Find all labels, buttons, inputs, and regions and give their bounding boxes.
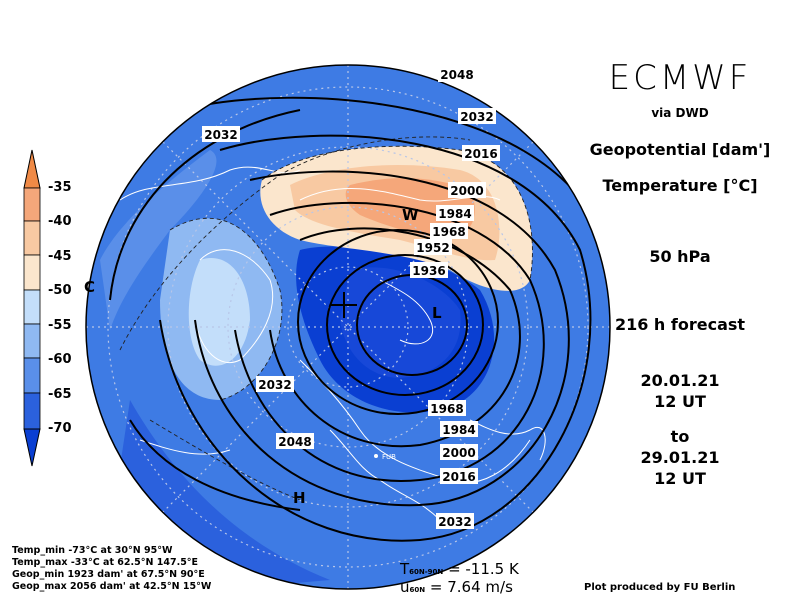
colorbar-label: -50 — [48, 283, 72, 298]
variable-1: Geopotential [dam'] — [589, 140, 771, 159]
contour-label: 2000 — [442, 446, 475, 460]
colorbar-swatch — [23, 323, 41, 359]
colorbar-label: -60 — [48, 352, 72, 367]
contour-label: 2032 — [204, 128, 237, 142]
forecast-lead: 216 h forecast — [614, 315, 746, 334]
metric-value: = -11.5 K — [448, 560, 519, 578]
warm-marker: W — [402, 206, 419, 224]
pole-cross-icon — [331, 292, 357, 318]
wind-metric: u60N = 7.64 m/s — [400, 578, 513, 596]
station-label: FUB — [382, 453, 396, 461]
contour-label: 1984 — [442, 423, 475, 437]
contour-label-box: 2048 — [438, 66, 476, 82]
station-dot-icon — [374, 454, 378, 458]
metric-symbol: T — [400, 560, 410, 578]
stat-line: Geop_min 1923 dam' at 67.5°N 90°E — [12, 569, 205, 580]
contour-label-group: 2048 2032 2016 2000 1984 1968 1952 1936 … — [202, 66, 500, 529]
colorbar-bottom-arrow — [23, 428, 41, 467]
colorbar-swatch — [23, 289, 41, 325]
contour-label: 1984 — [438, 207, 471, 221]
colorbar-label: -40 — [48, 214, 72, 229]
cold-marker: C — [84, 278, 95, 296]
colorbar-swatch — [23, 220, 41, 256]
colorbar-top-arrow — [23, 149, 41, 189]
cold-vortex-inner — [340, 267, 461, 378]
contour-label: 2032 — [438, 515, 471, 529]
graticule — [86, 65, 610, 589]
contour-label: 1968 — [432, 225, 465, 239]
contour-label: 1952 — [416, 241, 449, 255]
metric-symbol: u — [400, 578, 410, 596]
contour-label: 2048 — [278, 435, 311, 449]
colorbar-label: -55 — [48, 318, 72, 333]
stat-line: Temp_min -73°C at 30°N 95°W — [12, 545, 173, 556]
contour-label: 1968 — [430, 402, 463, 416]
brand-title: ECMWF — [608, 58, 752, 98]
region-mid-1 — [100, 150, 217, 330]
metric-subscript: 60N — [409, 586, 426, 594]
colorbar — [23, 149, 41, 467]
stat-line: Geop_max 2056 dam' at 42.5°N 15°W — [12, 581, 212, 592]
credit-line: Plot produced by FU Berlin — [584, 582, 736, 593]
marker-group: W L H C — [84, 206, 442, 507]
colorbar-swatch — [23, 392, 41, 430]
contour-label: 2048 — [440, 68, 473, 82]
colorbar-label: -70 — [48, 421, 72, 436]
metric-value: = 7.64 m/s — [429, 578, 513, 596]
colorbar-label: -35 — [48, 180, 72, 195]
contour-label: 2016 — [442, 470, 475, 484]
colorbar-label: -65 — [48, 387, 72, 402]
map-border — [85, 64, 611, 590]
contour-label: 2032 — [258, 378, 291, 392]
source-note: via DWD — [651, 106, 709, 120]
contour-label: 2016 — [464, 147, 497, 161]
contour-label: 2032 — [460, 110, 493, 124]
low-marker: L — [432, 304, 442, 322]
pressure-level: 50 hPa — [649, 247, 711, 266]
metric-subscript: 60N-90N — [409, 568, 444, 576]
stat-line: Temp_max -33°C at 62.5°N 147.5°E — [12, 557, 199, 568]
valid-time: 12 UT — [654, 469, 706, 488]
init-date: 20.01.21 — [640, 371, 720, 390]
high-marker: H — [293, 489, 306, 507]
colorbar-swatch — [23, 254, 41, 291]
contour-label: 1936 — [412, 264, 445, 278]
colorbar-label: -45 — [48, 249, 72, 264]
colorbar-swatch — [23, 357, 41, 394]
variable-2: Temperature [°C] — [602, 176, 758, 195]
valid-date: 29.01.21 — [640, 448, 720, 467]
temperature-metric: T60N-90N = -11.5 K — [400, 560, 519, 578]
init-time: 12 UT — [654, 392, 706, 411]
to-label: to — [670, 427, 690, 446]
stats-block: Temp_min -73°C at 30°N 95°W Temp_max -33… — [12, 545, 211, 593]
contour-label: 2000 — [450, 184, 483, 198]
colorbar-swatch — [23, 187, 41, 222]
region-pale-2 — [188, 258, 250, 366]
